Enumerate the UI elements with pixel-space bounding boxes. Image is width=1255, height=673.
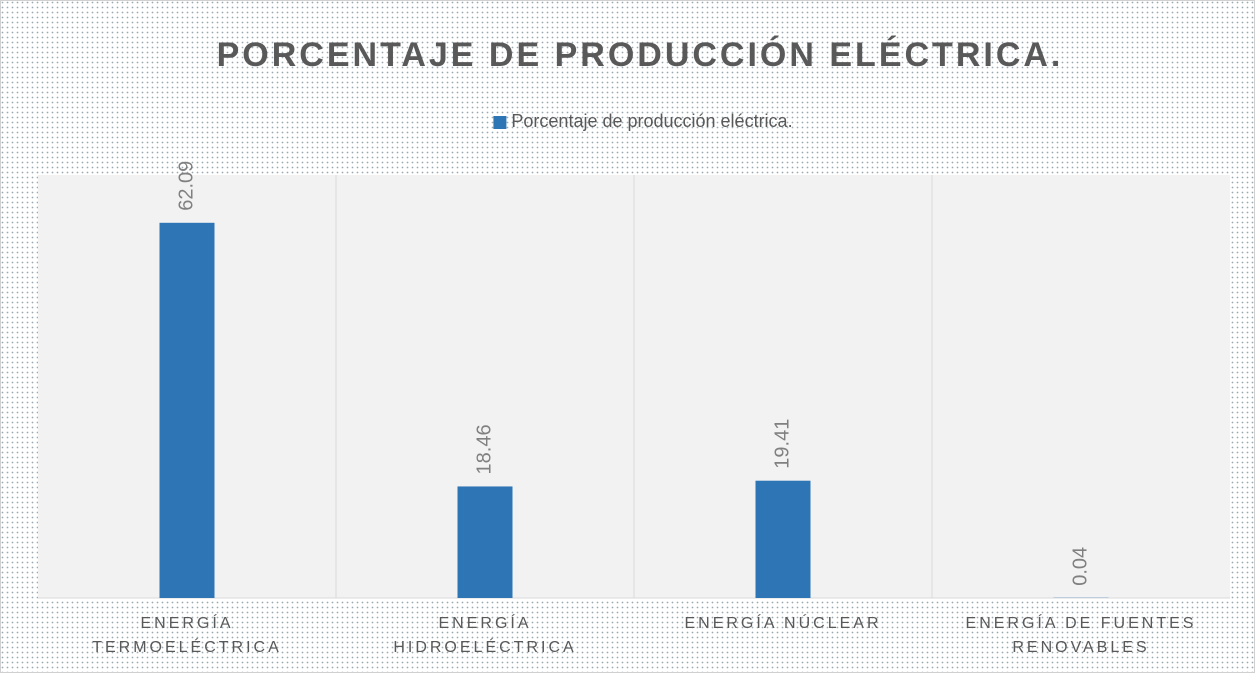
x-tick-label: ENERGÍA HIDROELÉCTRICA <box>393 615 577 656</box>
legend-label: Porcentaje de producción eléctrica. <box>511 111 792 131</box>
data-label: 19.41 <box>771 419 793 469</box>
chart-title: PORCENTAJE DE PRODUCCIÓN ELÉCTRICA. <box>217 36 1064 74</box>
bar <box>159 222 215 598</box>
data-label: 18.46 <box>473 424 495 474</box>
bar <box>457 486 513 598</box>
bar <box>755 480 811 598</box>
legend-swatch <box>493 116 507 129</box>
x-tick-label: ENERGÍA TERMOELÉCTRICA <box>92 615 282 656</box>
x-tick-label: ENERGÍA DE FUENTES RENOVABLES <box>965 615 1197 656</box>
x-tick-label: ENERGÍA NÚCLEAR <box>684 615 882 632</box>
data-label: 62.09 <box>175 161 197 211</box>
data-label: 0.04 <box>1069 547 1091 586</box>
